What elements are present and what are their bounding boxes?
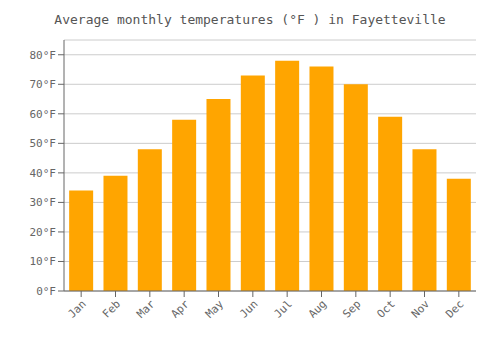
- svg-text:Sep: Sep: [340, 297, 363, 320]
- svg-text:80°F: 80°F: [30, 49, 57, 62]
- svg-text:30°F: 30°F: [30, 196, 57, 209]
- svg-text:60°F: 60°F: [30, 108, 57, 121]
- svg-text:40°F: 40°F: [30, 167, 57, 180]
- svg-text:10°F: 10°F: [30, 255, 57, 268]
- html-text:Average monthly temperatures (: Average monthly temperatures (°F ) in Fa…: [54, 12, 446, 27]
- svg-text:May: May: [203, 297, 227, 321]
- svg-text:Nov: Nov: [409, 297, 433, 321]
- svg-text:70°F: 70°F: [30, 78, 57, 91]
- svg-text:Apr: Apr: [169, 297, 193, 321]
- svg-text:0°F: 0°F: [36, 285, 56, 298]
- svg-text:Jan: Jan: [66, 297, 89, 320]
- svg-text:Oct: Oct: [375, 297, 398, 320]
- svg-text:Mar: Mar: [134, 297, 158, 321]
- svg-text:Feb: Feb: [100, 297, 123, 320]
- svg-text:Aug: Aug: [306, 297, 329, 320]
- svg-text:Jul: Jul: [272, 297, 295, 320]
- svg-text:50°F: 50°F: [30, 137, 57, 150]
- svg-text:20°F: 20°F: [30, 226, 57, 239]
- svg-text:Jun: Jun: [237, 297, 260, 320]
- svg-text:Dec: Dec: [443, 297, 466, 320]
